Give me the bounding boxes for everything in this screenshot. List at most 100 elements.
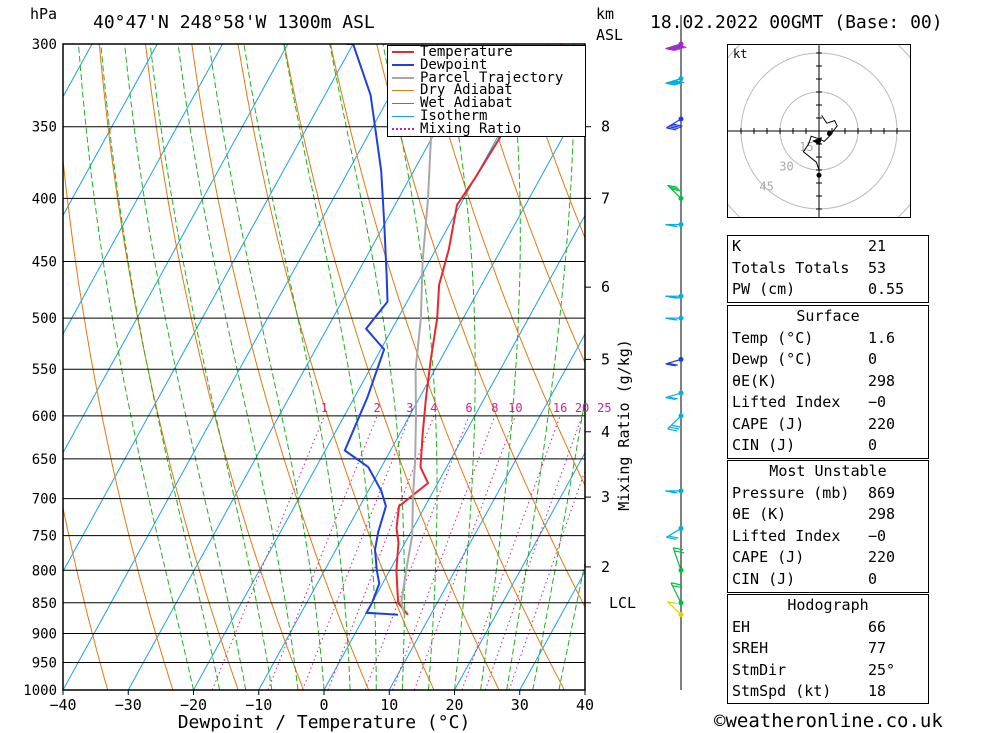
row-value: 220 — [868, 548, 896, 566]
wind-barb-feather — [672, 585, 683, 589]
dry-adiabat-line — [191, 44, 370, 690]
x-tick-label: −30 — [115, 696, 142, 714]
mixing-ratio-axis-label: Mixing Ratio (g/kg) — [615, 339, 633, 511]
mu-row: Pressure (mb) 869 — [728, 483, 928, 505]
mu-row: CAPE (J) 220 — [728, 547, 928, 569]
km-tick-label: 8 — [601, 118, 610, 136]
wet-adiabat-line — [506, 44, 575, 690]
legend-label: Temperature — [420, 44, 513, 60]
wet-adiabat-line — [480, 44, 521, 690]
row-label: Pressure (mb) — [732, 483, 850, 502]
wet-adiabat-line — [243, 44, 351, 690]
legend-dry-adiabat: Dry Adiabat — [388, 84, 585, 97]
wind-barb-feather — [671, 188, 682, 192]
x-axis-label: Dewpoint / Temperature (°C) — [178, 712, 471, 733]
legend: Temperature Dewpoint Parcel Trajectory D… — [387, 45, 586, 137]
hodo-row: StmSpd (kt) 18 — [728, 681, 928, 703]
legend-isotherm: Isotherm — [388, 109, 585, 123]
mixing-ratio-label: 16 — [553, 401, 567, 415]
wind-barb-feather — [667, 81, 678, 86]
mixing-ratio-label: 4 — [430, 401, 437, 415]
wind-barb-feather — [665, 397, 676, 401]
mixing-ratio-swatch — [392, 128, 414, 131]
surface-row: CAPE (J) 220 — [728, 414, 928, 436]
isotherm-line — [63, 44, 289, 454]
pressure-tick-label: 1000 — [23, 683, 57, 699]
wind-barb-feather — [667, 396, 678, 400]
row-value: 18 — [868, 682, 887, 700]
wind-barb-feather — [671, 424, 682, 428]
x-tick-label: 20 — [445, 696, 463, 714]
dry-adiabat-line — [422, 44, 585, 487]
row-label: StmDir — [732, 660, 787, 679]
isotherm-line — [323, 214, 585, 690]
index-value: 21 — [868, 237, 887, 255]
pressure-tick-label: 550 — [32, 362, 57, 378]
row-value: 298 — [868, 371, 896, 390]
row-value: 66 — [868, 617, 887, 636]
km-tick-label: 4 — [601, 423, 610, 441]
row-label: CAPE (J) — [732, 548, 805, 566]
index-row-totals: Totals Totals 53 — [728, 258, 928, 280]
dewpoint-line — [343, 44, 399, 616]
mixing-ratio-label: 25 — [597, 401, 611, 415]
index-row-pw: PW (cm) 0.55 — [728, 279, 928, 301]
row-label: SREH — [732, 639, 769, 657]
pressure-tick-label: 850 — [32, 596, 57, 612]
isotherm-line — [519, 570, 585, 690]
wind-barb-feather — [667, 490, 678, 494]
dry-adiabat-line — [98, 44, 239, 690]
copyright-link[interactable]: ©weatheronline.co.uk — [714, 710, 943, 732]
isotherm-line — [63, 44, 223, 336]
wet-adiabat-line — [208, 44, 325, 690]
row-label: θE(K) — [732, 371, 778, 390]
wind-barb-feather — [667, 223, 678, 228]
hodograph-stats-table: Hodograph EH 66 SREH 77 StmDir 25° StmSpd (… — [727, 594, 929, 704]
surface-row: CIN (J) 0 — [728, 435, 928, 457]
parcel-swatch — [392, 76, 414, 79]
row-label: Dewp (°C) — [732, 350, 814, 368]
mixing-ratio-line — [267, 415, 378, 690]
x-tick-label: 40 — [576, 696, 594, 714]
surface-table: Surface Temp (°C) 1.6 Dewp (°C) 0 θE(K) 298… — [727, 305, 929, 459]
hodograph-marker — [816, 172, 822, 178]
wind-barb-feather — [669, 46, 681, 50]
hodo-row: EH 66 — [728, 617, 928, 639]
hodo-row: SREH 77 — [728, 638, 928, 660]
row-label: CIN (J) — [732, 569, 796, 588]
wet-adiabat-line — [149, 44, 273, 690]
isotherm-line — [258, 95, 585, 690]
wind-barb-feather — [671, 46, 683, 50]
wind-barb-feather — [665, 363, 676, 367]
index-label: PW (cm) — [732, 280, 796, 298]
hodograph-marker — [826, 131, 832, 137]
mixing-ratio-line — [211, 415, 325, 690]
axes: 1 2 3 4 6 8 10 16 20 2530035040045050055060065070… — [23, 37, 636, 733]
chart-title: 40°47'N 248°58'W 1300m ASL — [93, 12, 375, 33]
wet-adiabat-line — [100, 44, 221, 690]
legend-temperature: Temperature — [388, 44, 585, 60]
datetime-label: 18.02.2022 00GMT (Base: 00) — [650, 12, 943, 33]
wind-barb-staff — [667, 601, 682, 616]
row-value: −0 — [868, 393, 887, 411]
pressure-tick-label: 900 — [32, 626, 57, 642]
wind-barb-feather — [665, 47, 676, 52]
wet-adiabat-line — [558, 560, 585, 690]
hodo-row: StmDir 25° — [728, 660, 928, 682]
wind-barb-feather — [671, 80, 683, 84]
hodograph-trace — [802, 115, 838, 171]
wind-barb-feather — [667, 184, 678, 188]
plot-frame — [62, 43, 586, 691]
unit-asl: ASL — [596, 26, 624, 44]
temperature-line — [395, 44, 563, 616]
wind-barb-feather — [669, 295, 680, 299]
dry-adiabat-line — [922, 26, 1000, 690]
row-label: Lifted Index — [732, 393, 841, 411]
wet-adiabat-line — [443, 44, 476, 690]
row-label: Temp (°C) — [732, 328, 814, 347]
mixing-ratio-label: 1 — [321, 401, 328, 415]
hodograph-ring-label: 30 — [779, 160, 793, 174]
row-value: 0 — [868, 436, 878, 454]
index-label: Totals Totals — [732, 258, 850, 277]
